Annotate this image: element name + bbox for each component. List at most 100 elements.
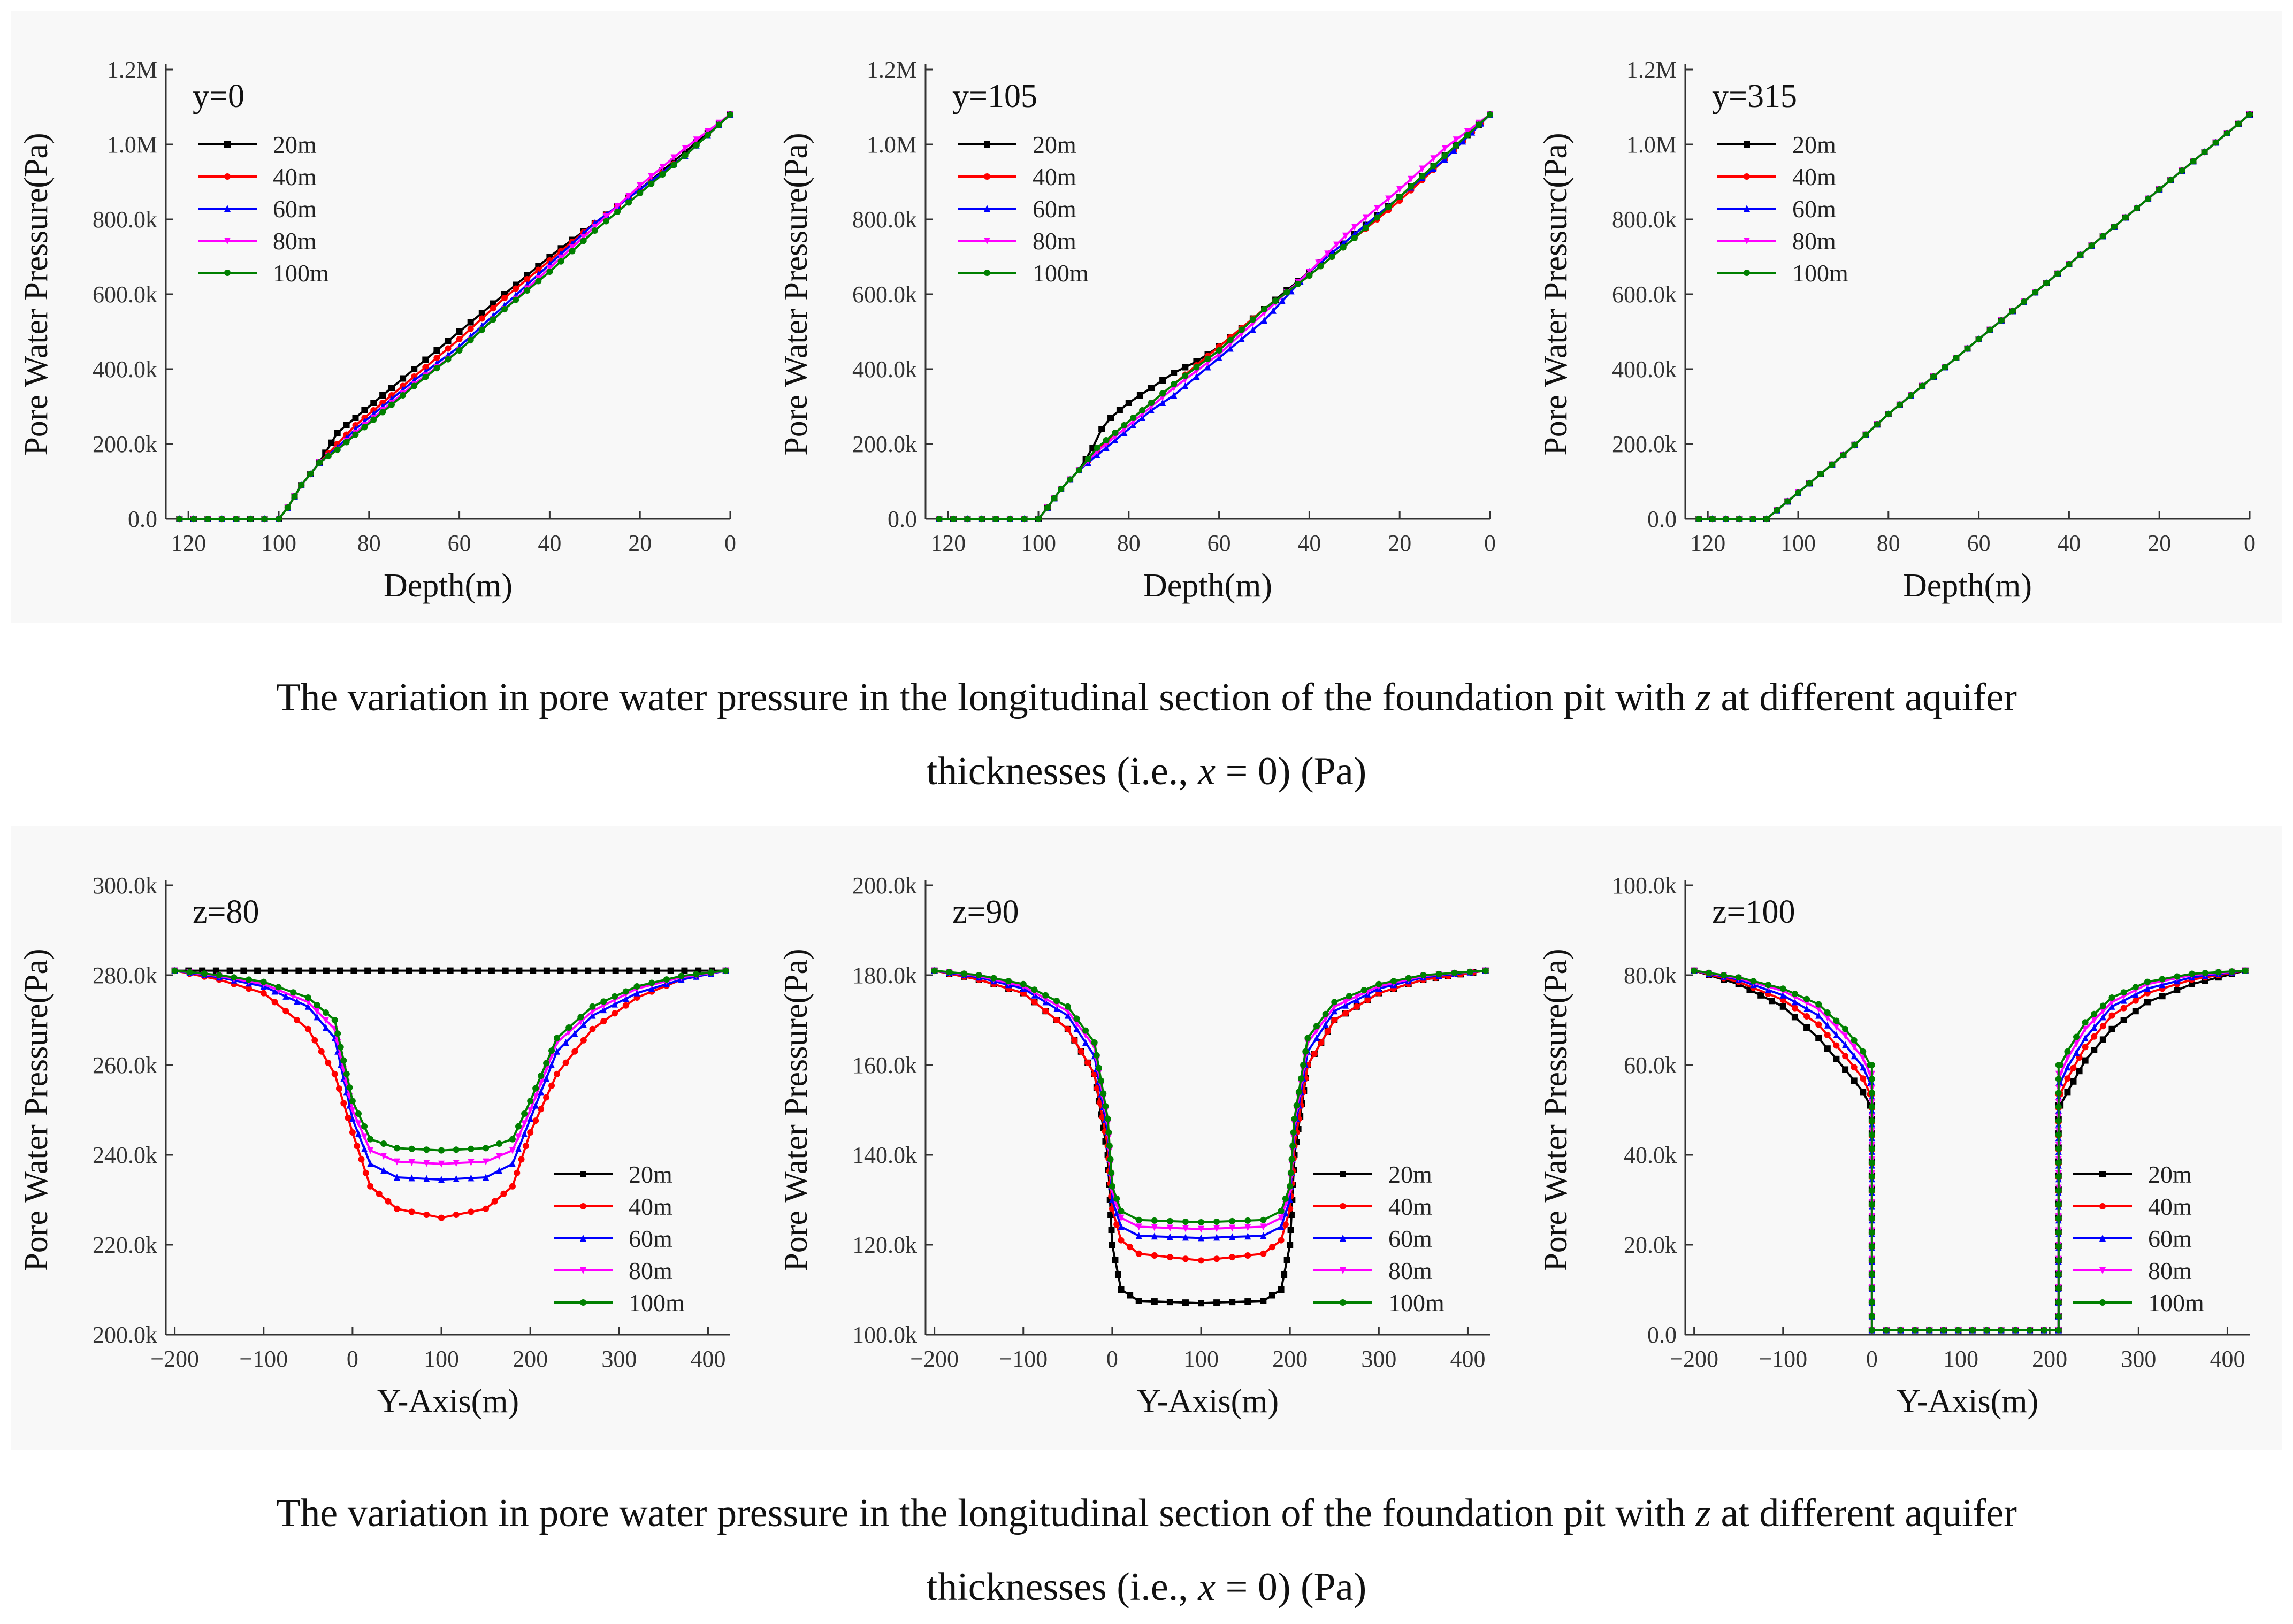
data-point bbox=[693, 971, 700, 978]
data-point bbox=[1109, 1183, 1115, 1190]
data-point bbox=[478, 315, 485, 322]
data-point bbox=[393, 1158, 400, 1166]
data-point bbox=[1094, 1085, 1100, 1092]
data-point bbox=[1260, 1216, 1267, 1223]
data-point bbox=[1213, 1225, 1220, 1232]
data-point bbox=[2012, 1327, 2019, 1334]
data-point bbox=[361, 1133, 368, 1141]
y-axis-title: Pore Water Pressure(Pa) bbox=[18, 133, 55, 455]
y-tick-label: 220.0k bbox=[93, 1232, 157, 1258]
series-line bbox=[934, 969, 1486, 1305]
data-point bbox=[2082, 1044, 2089, 1051]
data-point bbox=[2179, 167, 2185, 174]
data-point bbox=[1860, 1075, 1867, 1082]
data-point bbox=[571, 1048, 578, 1055]
data-point bbox=[468, 1174, 475, 1182]
data-point bbox=[447, 967, 454, 974]
data-point bbox=[438, 1147, 445, 1154]
data-point bbox=[314, 1008, 320, 1015]
data-point bbox=[678, 972, 685, 979]
data-point bbox=[276, 516, 282, 522]
x-tick-label: 80 bbox=[1117, 530, 1141, 556]
caption-text: = 0) (Pa) bbox=[1216, 749, 1367, 793]
data-point bbox=[282, 992, 289, 1000]
data-point bbox=[1288, 1156, 1295, 1163]
series-line bbox=[939, 113, 1491, 520]
data-point bbox=[708, 969, 715, 976]
y-tick-label: 100.0k bbox=[852, 1322, 917, 1348]
data-point bbox=[361, 1123, 368, 1130]
data-point bbox=[1803, 1005, 1810, 1012]
data-point bbox=[1897, 1327, 1904, 1334]
data-point bbox=[346, 1084, 353, 1091]
series-line bbox=[939, 113, 1491, 520]
data-point bbox=[1238, 335, 1245, 342]
data-point bbox=[2212, 139, 2219, 146]
x-tick-label: 400 bbox=[690, 1346, 725, 1372]
data-point bbox=[1121, 422, 1128, 428]
y-tick-label: 1.2M bbox=[107, 57, 157, 83]
data-point bbox=[1106, 1143, 1113, 1150]
data-point bbox=[1346, 993, 1352, 1000]
data-point bbox=[340, 1057, 347, 1064]
series-line bbox=[939, 113, 1491, 520]
data-point bbox=[538, 1088, 545, 1096]
legend-item-20m: 20m bbox=[958, 131, 1076, 158]
data-point bbox=[190, 516, 197, 522]
x-tick-label: 60 bbox=[448, 530, 471, 556]
data-point bbox=[1351, 224, 1358, 231]
legend-label: 60m bbox=[273, 195, 317, 223]
data-point bbox=[367, 1136, 374, 1143]
data-point bbox=[370, 416, 377, 423]
data-point bbox=[514, 1169, 521, 1176]
y-tick-label: 600.0k bbox=[852, 281, 917, 308]
data-point bbox=[1720, 972, 1727, 978]
data-point bbox=[562, 1059, 569, 1066]
data-point bbox=[1862, 431, 1869, 438]
series-60m bbox=[936, 111, 1493, 522]
data-point bbox=[2132, 997, 2139, 1004]
data-point bbox=[201, 970, 208, 977]
y-tick-label: 240.0k bbox=[93, 1142, 157, 1168]
data-point bbox=[2055, 1145, 2062, 1152]
data-point bbox=[343, 439, 350, 446]
data-point bbox=[176, 516, 183, 522]
data-point bbox=[2120, 1005, 2127, 1012]
legend-label: 80m bbox=[1388, 1257, 1432, 1284]
legend-item-60m: 60m bbox=[958, 195, 1076, 223]
data-point bbox=[1969, 1327, 1976, 1334]
data-point bbox=[626, 967, 633, 974]
legend-label: 20m bbox=[1388, 1161, 1432, 1188]
data-point bbox=[1441, 152, 1448, 159]
data-point bbox=[1926, 1327, 1933, 1334]
data-point bbox=[1114, 1271, 1121, 1278]
data-point bbox=[335, 1085, 342, 1092]
data-point bbox=[580, 234, 587, 241]
caption-line-1: The variation in pore water pressure in … bbox=[0, 661, 2293, 734]
data-point bbox=[1278, 1286, 1285, 1293]
data-point bbox=[2156, 186, 2163, 193]
data-point bbox=[546, 265, 553, 272]
series-line bbox=[939, 113, 1491, 520]
data-point bbox=[1100, 1090, 1107, 1097]
legend-label: 100m bbox=[2148, 1289, 2204, 1316]
data-point bbox=[1331, 1007, 1338, 1015]
data-point bbox=[468, 1208, 475, 1215]
legend-item-100m: 100m bbox=[554, 1289, 685, 1316]
data-point bbox=[1094, 445, 1100, 451]
data-point bbox=[1795, 489, 1801, 496]
data-point bbox=[1031, 986, 1038, 993]
data-point bbox=[1077, 1048, 1084, 1055]
data-point bbox=[1306, 272, 1313, 279]
data-point bbox=[569, 244, 576, 251]
y-tick-label: 260.0k bbox=[93, 1052, 157, 1078]
data-point bbox=[1868, 1145, 1875, 1152]
data-point bbox=[2055, 1117, 2062, 1124]
data-point bbox=[990, 975, 997, 982]
data-point bbox=[393, 1174, 400, 1181]
y-tick-label: 280.0k bbox=[93, 962, 157, 989]
data-point bbox=[1182, 1225, 1189, 1232]
data-point bbox=[612, 1010, 618, 1017]
data-point bbox=[612, 993, 618, 1000]
data-point bbox=[2223, 130, 2230, 136]
